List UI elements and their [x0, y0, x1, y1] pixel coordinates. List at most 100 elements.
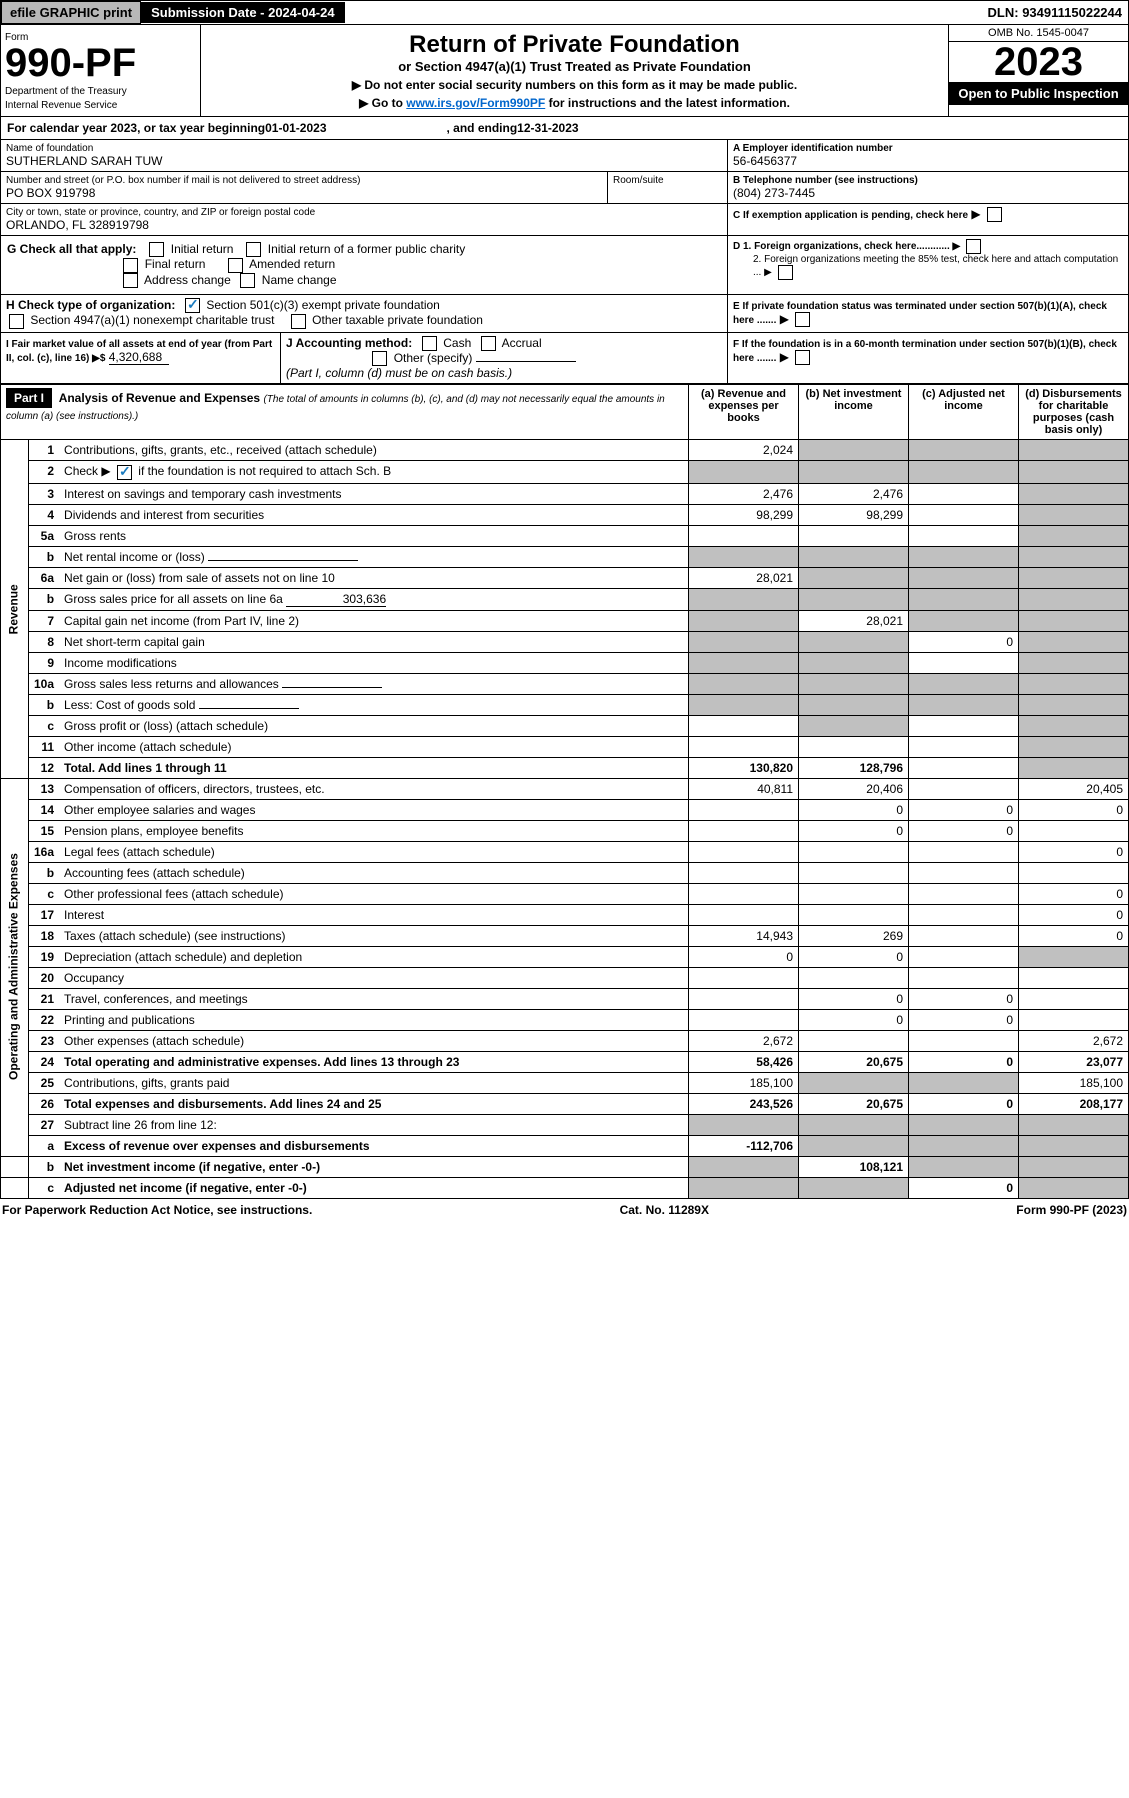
row-10a: 10aGross sales less returns and allowanc… [1, 673, 1129, 694]
ld: Gross sales price for all assets on line… [59, 588, 688, 610]
goto-pre: ▶ Go to [359, 96, 406, 110]
j-note: (Part I, column (d) must be on cash basi… [286, 366, 512, 380]
ld: Total. Add lines 1 through 11 [59, 757, 688, 778]
schb-check[interactable] [117, 465, 132, 480]
h-4947-check[interactable] [9, 314, 24, 329]
lv: 98,299 [689, 504, 799, 525]
ld: Printing and publications [59, 1009, 688, 1030]
row-27: 27Subtract line 26 from line 12: [1, 1114, 1129, 1135]
h-other: Other taxable private foundation [312, 313, 483, 327]
ein-value: 56-6456377 [733, 154, 1123, 168]
g-name: Name change [262, 273, 337, 287]
row-6b: bGross sales price for all assets on lin… [1, 588, 1129, 610]
g-amended: Amended return [249, 257, 335, 271]
d1-label: D 1. Foreign organizations, check here..… [733, 241, 950, 252]
ld: Net short-term capital gain [59, 631, 688, 652]
ln: c [29, 883, 60, 904]
row-5a: 5aGross rents [1, 525, 1129, 546]
ln: 18 [29, 925, 60, 946]
ln: b [29, 1156, 60, 1177]
h-label: H Check type of organization: [6, 298, 175, 312]
e-checkbox[interactable] [795, 312, 810, 327]
lv: 128,796 [799, 757, 909, 778]
lv: 108,121 [799, 1156, 909, 1177]
open-public: Open to Public Inspection [949, 82, 1128, 105]
f-label: F If the foundation is in a 60-month ter… [733, 339, 1117, 364]
room-label: Room/suite [613, 175, 722, 186]
ld: Depreciation (attach schedule) and deple… [59, 946, 688, 967]
lv: 0 [799, 988, 909, 1009]
g-initial-former: Initial return of a former public charit… [268, 242, 465, 256]
ln: 12 [29, 757, 60, 778]
footer-mid: Cat. No. 11289X [620, 1203, 709, 1217]
g-initial-former-check[interactable] [246, 242, 261, 257]
g-initial-check[interactable] [149, 242, 164, 257]
row-18: 18Taxes (attach schedule) (see instructi… [1, 925, 1129, 946]
lv: 23,077 [1019, 1051, 1129, 1072]
row-11: 11Other income (attach schedule) [1, 736, 1129, 757]
ld: Contributions, gifts, grants paid [59, 1072, 688, 1093]
row-24: 24Total operating and administrative exp… [1, 1051, 1129, 1072]
form-number: 990-PF [5, 41, 136, 85]
part1-title: Analysis of Revenue and Expenses [59, 391, 260, 405]
c-checkbox[interactable] [987, 207, 1002, 222]
address-label: Number and street (or P.O. box number if… [6, 175, 602, 186]
phone-label: B Telephone number (see instructions) [733, 175, 1123, 186]
irs-label: Internal Revenue Service [5, 100, 117, 111]
lv: 0 [909, 1177, 1019, 1198]
form-header: Form 990-PF Department of the Treasury I… [0, 25, 1129, 117]
address-value: PO BOX 919798 [6, 186, 602, 200]
lv: 0 [799, 946, 909, 967]
row-16a: 16aLegal fees (attach schedule)0 [1, 841, 1129, 862]
row-4: 4Dividends and interest from securities9… [1, 504, 1129, 525]
f-checkbox[interactable] [795, 350, 810, 365]
j-other-check[interactable] [372, 351, 387, 366]
lv: 0 [1019, 799, 1129, 820]
lv: 0 [1019, 841, 1129, 862]
calyear-begin: 01-01-2023 [265, 121, 326, 135]
g-name-check[interactable] [240, 273, 255, 288]
dept-label: Department of the Treasury [5, 86, 127, 97]
part1-tag: Part I [6, 388, 52, 408]
j-accrual-check[interactable] [481, 336, 496, 351]
ld: Income modifications [59, 652, 688, 673]
row-19: 19Depreciation (attach schedule) and dep… [1, 946, 1129, 967]
j-label: J Accounting method: [286, 336, 412, 350]
tax-year: 2023 [949, 42, 1128, 82]
ld: Interest on savings and temporary cash i… [59, 483, 688, 504]
ln: 14 [29, 799, 60, 820]
efile-button[interactable]: efile GRAPHIC print [1, 1, 141, 24]
ld: Net gain or (loss) from sale of assets n… [59, 567, 688, 588]
form-link[interactable]: www.irs.gov/Form990PF [406, 96, 545, 110]
row-6a: 6aNet gain or (loss) from sale of assets… [1, 567, 1129, 588]
ln: 25 [29, 1072, 60, 1093]
ld: Contributions, gifts, grants, etc., rece… [59, 440, 688, 461]
ln: 10a [29, 673, 60, 694]
row-26: 26Total expenses and disbursements. Add … [1, 1093, 1129, 1114]
lv: 0 [909, 988, 1019, 1009]
calyear-end: 12-31-2023 [517, 121, 578, 135]
ld: Total expenses and disbursements. Add li… [59, 1093, 688, 1114]
lv: 243,526 [689, 1093, 799, 1114]
submission-date: Submission Date - 2024-04-24 [141, 2, 345, 23]
row-21: 21Travel, conferences, and meetings00 [1, 988, 1129, 1009]
j-cash-check[interactable] [422, 336, 437, 351]
lv: 20,405 [1019, 778, 1129, 799]
row-8: 8Net short-term capital gain0 [1, 631, 1129, 652]
g-amended-check[interactable] [228, 258, 243, 273]
lv: 185,100 [689, 1072, 799, 1093]
ld: Adjusted net income (if negative, enter … [59, 1177, 688, 1198]
h-other-check[interactable] [291, 314, 306, 329]
d2-checkbox[interactable] [778, 265, 793, 280]
lv: 2,672 [689, 1030, 799, 1051]
opex-label: Operating and Administrative Expenses [1, 778, 29, 1156]
lv: 14,943 [689, 925, 799, 946]
ln: c [29, 1177, 60, 1198]
h-501-check[interactable] [185, 298, 200, 313]
d1-checkbox[interactable] [966, 239, 981, 254]
g-final-check[interactable] [123, 258, 138, 273]
g-address-check[interactable] [123, 273, 138, 288]
lv: 185,100 [1019, 1072, 1129, 1093]
ld: Other income (attach schedule) [59, 736, 688, 757]
lv: 2,024 [689, 440, 799, 461]
